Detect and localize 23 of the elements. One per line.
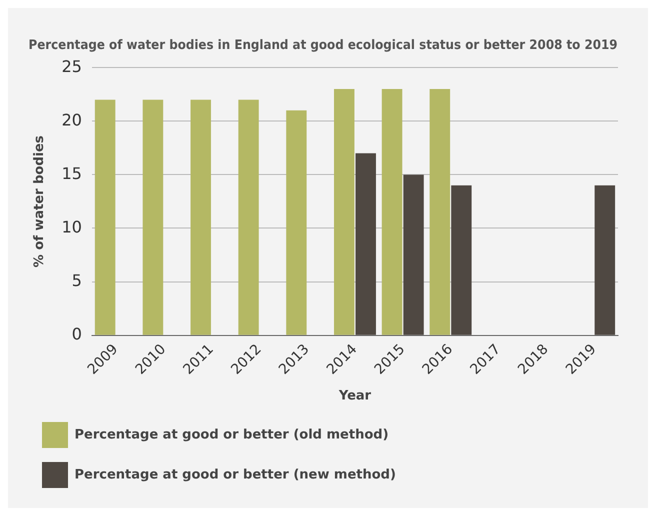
bar [238,100,259,335]
bar [403,174,424,335]
legend-label: Percentage at good or better (old method) [74,427,389,442]
y-tick-label: 0 [72,324,82,344]
bar [142,100,164,335]
bar [594,185,616,335]
legend-label: Percentage at good or better (new method) [74,467,396,482]
y-tick-label: 15 [62,164,82,183]
bar [382,89,402,335]
y-tick-label: 25 [62,56,82,76]
y-tick-label: 5 [72,270,82,290]
bar [356,153,376,335]
y-tick-label: 10 [62,217,82,236]
x-axis-title: Year [338,388,372,404]
y-tick-label: 20 [62,110,82,130]
bar [94,100,116,335]
bar [334,89,354,335]
bar [451,185,472,335]
chart-title: Percentage of water bodies in England at good ecological status or better 2008 to 2019 [28,36,618,52]
bar [190,100,211,335]
bar [286,110,307,335]
y-axis-title: % of water bodies [32,135,48,268]
bar [430,89,450,335]
